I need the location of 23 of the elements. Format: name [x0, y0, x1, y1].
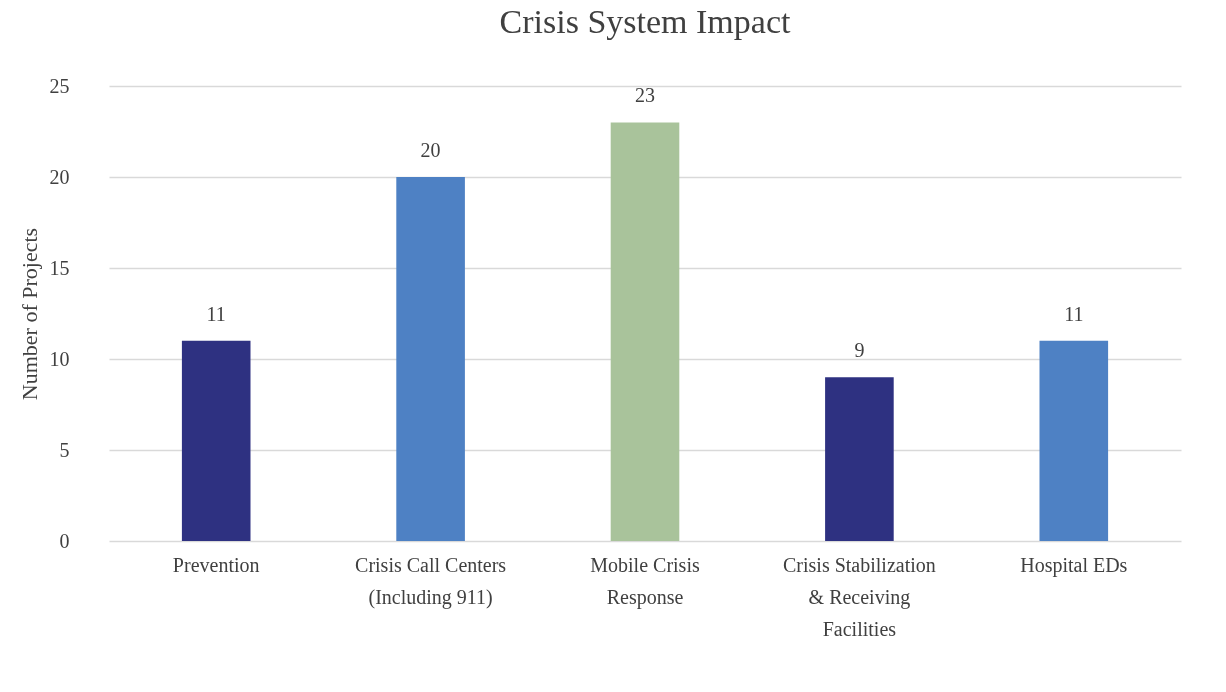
x-tick-label: Crisis Stabilization & Receiving Facilities: [783, 553, 936, 640]
y-tick-label: 20: [49, 165, 70, 188]
y-tick-label: 0: [59, 529, 70, 552]
y-tick-label: 15: [49, 256, 70, 279]
y-tick-label: 10: [49, 347, 70, 370]
data-label: 11: [1064, 302, 1084, 325]
bar: [181, 340, 251, 541]
bar: [1039, 340, 1109, 541]
chart-title: Crisis System Impact: [499, 3, 791, 40]
y-axis-title: Number of Projects: [16, 227, 42, 401]
bar: [825, 377, 894, 541]
bar: [610, 122, 680, 541]
x-tick-label: Mobile Crisis Response: [590, 553, 700, 609]
x-tick-label: Hospital EDs: [1020, 553, 1128, 577]
data-label: 20: [420, 139, 441, 161]
data-label: 9: [854, 339, 865, 362]
y-tick-label: 25: [49, 74, 70, 97]
data-label: 23: [635, 84, 655, 107]
data-label: 11: [206, 302, 226, 325]
x-tick-label: Prevention: [172, 553, 260, 576]
y-tick-label: 5: [59, 438, 70, 461]
bar: [396, 177, 465, 541]
x-tick-label: Crisis Call Centers (Including 911): [355, 553, 507, 609]
